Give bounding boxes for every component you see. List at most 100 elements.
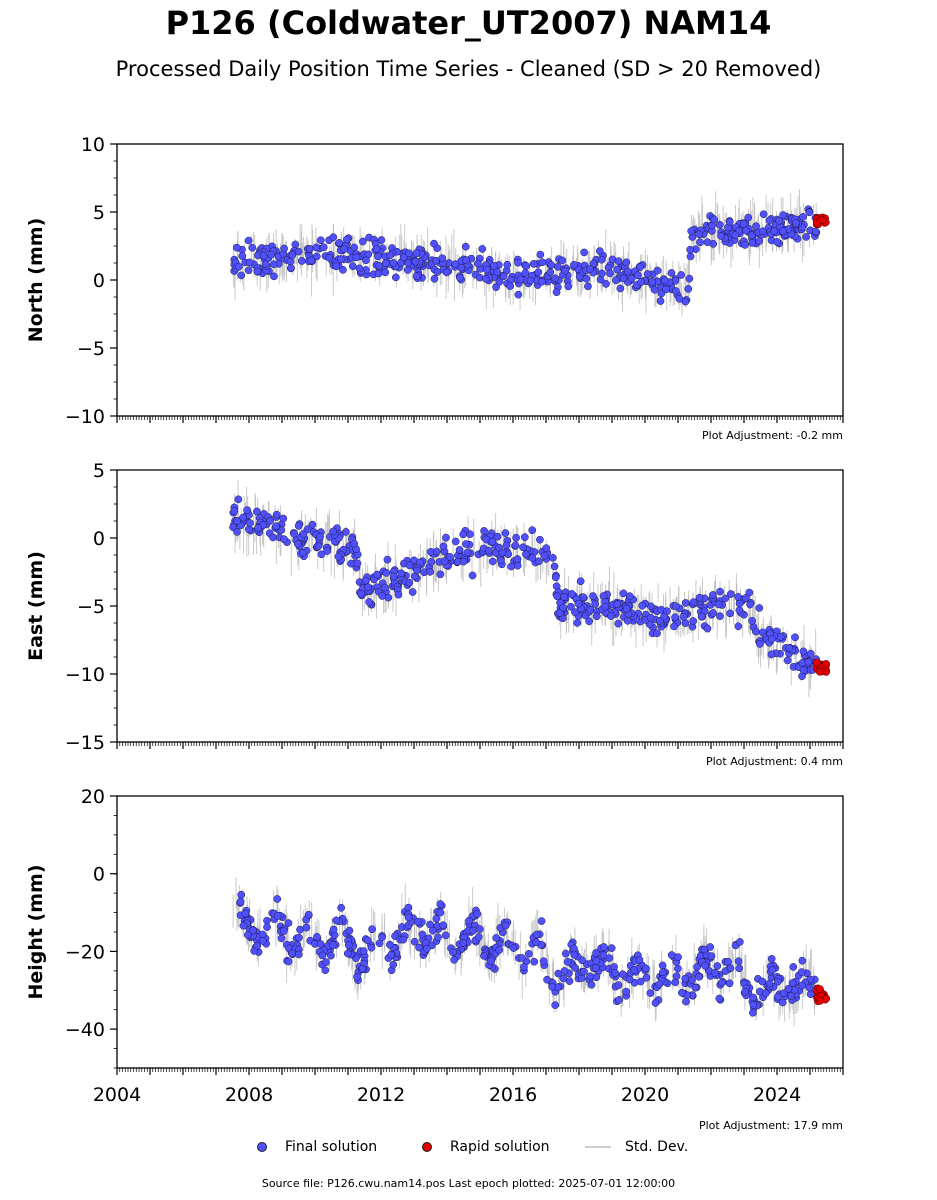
height-final-point <box>258 930 267 939</box>
east-final-point <box>585 617 593 626</box>
height-y-tick-label: −40 <box>65 1019 105 1041</box>
north-final-point <box>474 259 482 268</box>
north-final-point <box>551 274 560 283</box>
height-final-point <box>277 934 286 943</box>
height-final-point <box>404 903 413 912</box>
height-final-point <box>642 964 650 973</box>
north-final-point <box>391 273 400 282</box>
north-final-point <box>637 278 645 286</box>
east-final-point <box>246 519 254 527</box>
east-final-point <box>512 533 520 542</box>
east-final-point <box>442 533 450 542</box>
east-final-point <box>290 529 298 538</box>
height-final-point <box>658 968 667 977</box>
east-axis-label: East (mm) <box>25 551 47 661</box>
north-final-point <box>812 227 820 236</box>
north-final-point <box>582 274 591 283</box>
east-final-point <box>799 647 808 656</box>
east-final-point <box>353 559 362 568</box>
east-final-point <box>735 606 744 615</box>
height-final-point <box>768 966 777 974</box>
east-final-point <box>357 590 366 598</box>
north-final-point <box>653 266 662 275</box>
east-final-point <box>463 548 472 557</box>
north-final-point <box>619 274 628 283</box>
height-final-point <box>587 980 596 989</box>
east-final-point <box>413 566 421 575</box>
east-final-point <box>253 507 261 516</box>
east-final-point <box>785 644 794 652</box>
north-final-point <box>741 241 749 249</box>
east-final-point <box>378 592 387 600</box>
height-final-point <box>296 925 304 934</box>
north-final-point <box>306 244 314 253</box>
east-final-point <box>745 588 754 597</box>
height-final-point <box>520 963 528 971</box>
north-final-point <box>748 239 757 247</box>
height-final-point <box>787 992 796 1000</box>
height-final-point <box>475 925 484 933</box>
north-final-point <box>403 266 412 274</box>
height-final-point <box>551 1001 560 1009</box>
east-final-point <box>613 600 622 609</box>
east-final-point <box>703 624 712 633</box>
north-final-point <box>703 238 712 247</box>
north-final-point <box>442 268 451 277</box>
legend: Final solution Rapid solution Std. Dev. <box>0 1139 937 1159</box>
north-final-point <box>506 282 514 290</box>
height-final-point <box>263 923 271 931</box>
north-final-point <box>552 288 561 296</box>
north-final-point <box>634 271 642 280</box>
height-final-point <box>236 897 245 906</box>
north-final-point <box>742 226 750 235</box>
height-final-point <box>570 944 578 953</box>
east-final-point <box>439 542 448 551</box>
east-final-point <box>485 546 493 555</box>
height-final-point <box>695 972 703 981</box>
east-rapid-point <box>822 660 831 668</box>
height-final-point <box>635 956 644 964</box>
height-rapid-point <box>816 996 825 1005</box>
east-rapid-point <box>815 667 824 676</box>
north-final-point <box>529 260 538 268</box>
east-final-point <box>697 612 706 621</box>
east-final-point <box>681 599 690 607</box>
east-final-point <box>727 590 735 598</box>
north-final-point <box>715 220 724 229</box>
east-final-point <box>459 557 468 566</box>
height-final-point <box>773 977 782 986</box>
north-final-point <box>253 267 262 276</box>
height-final-point <box>691 983 700 992</box>
north-final-point <box>312 252 321 261</box>
height-final-point <box>368 925 376 934</box>
north-final-point <box>342 235 351 244</box>
east-final-point <box>408 588 417 596</box>
height-final-point <box>378 933 386 942</box>
height-final-point <box>321 966 330 975</box>
east-y-tick-label: 5 <box>93 460 105 482</box>
height-final-point <box>492 934 500 942</box>
east-final-point <box>536 535 544 544</box>
east-rapid-point <box>812 658 821 667</box>
north-final-point <box>433 268 442 276</box>
north-final-point <box>580 248 588 257</box>
height-final-point <box>798 981 806 990</box>
north-final-point <box>602 280 610 288</box>
east-final-point <box>751 627 760 636</box>
height-final-point <box>441 931 450 940</box>
height-final-point <box>389 960 398 969</box>
north-final-point <box>248 243 257 252</box>
height-final-point <box>681 974 690 983</box>
height-final-point <box>404 913 413 922</box>
north-final-point <box>514 290 523 299</box>
height-final-point <box>284 919 293 927</box>
height-final-point <box>313 932 321 941</box>
east-final-point <box>230 507 239 515</box>
height-final-point <box>761 989 770 998</box>
north-final-point <box>350 243 359 252</box>
east-final-point <box>382 569 391 577</box>
north-final-point <box>325 253 333 262</box>
east-final-point <box>488 537 497 546</box>
height-final-point <box>592 963 600 972</box>
height-final-point <box>672 972 681 981</box>
